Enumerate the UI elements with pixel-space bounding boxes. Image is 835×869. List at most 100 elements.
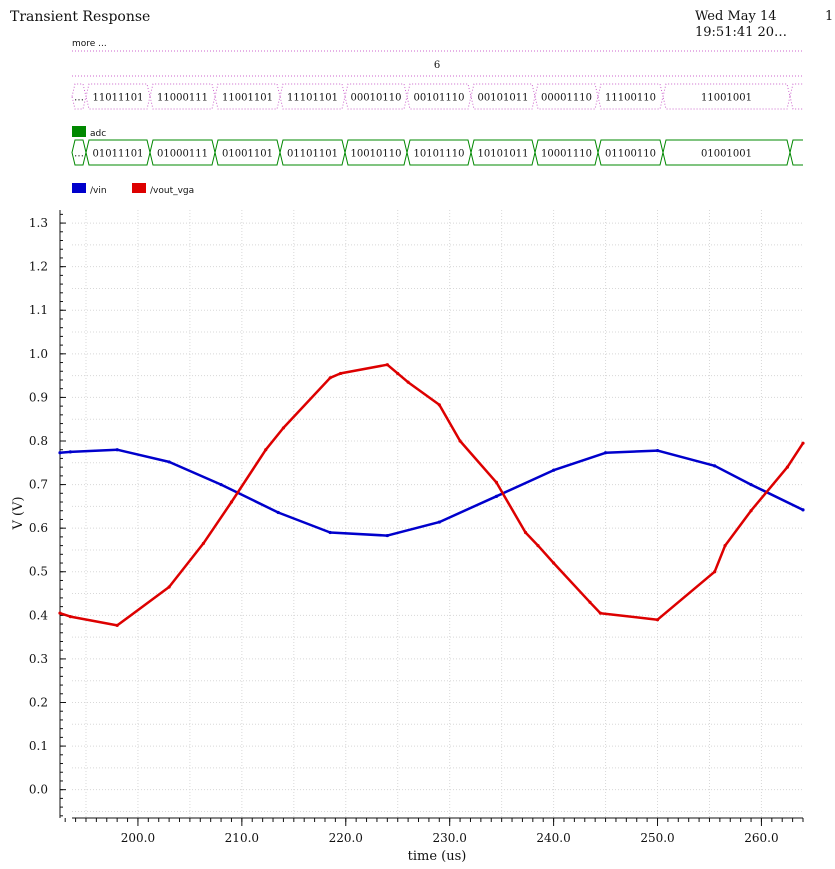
x-tick-label: 210.0 xyxy=(225,831,259,845)
data-point xyxy=(655,448,660,453)
data-point xyxy=(655,618,660,622)
data-point xyxy=(385,533,389,538)
y-tick-label: 0.8 xyxy=(29,434,48,448)
window-title: Transient Response xyxy=(10,9,151,25)
data-point xyxy=(328,530,332,535)
bus2-value: … xyxy=(74,93,84,104)
bus2-value: 00001110 xyxy=(541,93,592,104)
x-tick-label: 250.0 xyxy=(640,831,674,845)
series-layer xyxy=(58,363,805,627)
legend-label: /vout_vga xyxy=(150,186,194,196)
x-tick-label: 260.0 xyxy=(744,831,778,845)
legend: /vin/vout_vga xyxy=(72,183,194,196)
data-point xyxy=(229,500,234,504)
data-point xyxy=(115,448,119,452)
bus1-value: 6 xyxy=(434,60,440,71)
data-point xyxy=(552,468,556,472)
data-point xyxy=(68,450,72,454)
data-point xyxy=(437,520,441,524)
data-point xyxy=(494,494,499,498)
x-tick-label: 200.0 xyxy=(121,831,155,845)
adc-value: 01100110 xyxy=(605,149,656,160)
y-tick-label: 0.0 xyxy=(29,783,48,797)
y-axis-label: V (V) xyxy=(11,496,26,530)
data-point xyxy=(713,464,717,468)
data-point xyxy=(749,509,753,513)
y-tick-label: 0.5 xyxy=(29,565,48,579)
data-point xyxy=(536,543,540,548)
data-point xyxy=(115,623,119,627)
grid xyxy=(72,210,803,818)
adc-track: … 01011101 01000111 01001101 01101101 1001011… xyxy=(71,139,803,166)
data-point xyxy=(713,570,717,574)
x-tick-label: 240.0 xyxy=(536,831,570,845)
axes: 0.0 0.1 0.2 0.3 0.4 0.5 0.6 0.7 0.8 0.9 1.0 1.1 1.2 1… xyxy=(29,210,804,845)
adc-value: 01001001 xyxy=(701,149,752,160)
more-label[interactable]: more ... xyxy=(72,39,107,49)
y-tick-label: 0.6 xyxy=(29,521,48,535)
bus2-segment xyxy=(406,83,472,110)
y-tick-label: 0.3 xyxy=(29,652,48,666)
data-point xyxy=(785,465,790,469)
data-point xyxy=(167,460,171,464)
bus2-value: 11000111 xyxy=(157,93,208,104)
data-point xyxy=(264,448,268,452)
x-tick-label: 230.0 xyxy=(433,831,467,845)
series-line-vin xyxy=(59,448,804,537)
adc-legend-swatch xyxy=(72,126,86,137)
data-point xyxy=(723,543,727,548)
adc-value: … xyxy=(74,149,84,160)
data-point xyxy=(598,611,602,615)
bus2-segment xyxy=(85,83,151,110)
data-point xyxy=(276,510,280,515)
adc-value: 10001110 xyxy=(541,149,592,160)
adc-value: 01000111 xyxy=(157,149,208,160)
data-point xyxy=(552,561,556,565)
bus2-value: 11001101 xyxy=(222,93,273,104)
data-point xyxy=(201,541,206,546)
bus2-segment xyxy=(662,83,791,110)
data-point xyxy=(58,611,62,615)
bus2-value: 11101101 xyxy=(287,93,338,104)
y-tick-label: 0.1 xyxy=(29,739,48,753)
adc-value: 10010110 xyxy=(351,149,402,160)
data-point xyxy=(523,530,528,535)
timestamp-time: 19:51:41 20… xyxy=(695,25,788,40)
data-point xyxy=(437,403,441,407)
data-point xyxy=(68,615,72,619)
data-point xyxy=(603,451,608,455)
data-point xyxy=(801,441,805,445)
y-tick-label: 1.2 xyxy=(29,260,48,274)
data-point xyxy=(219,482,223,487)
data-point xyxy=(588,600,592,604)
digital-buses: more ... 6 … 11011101 11000111 11001101 1110… xyxy=(71,39,803,166)
x-tick-label: 220.0 xyxy=(329,831,363,845)
x-axis-label: time (us) xyxy=(408,849,467,864)
y-tick-label: 0.4 xyxy=(29,608,48,622)
data-point xyxy=(328,376,332,380)
adc-value: 10101110 xyxy=(414,149,465,160)
data-point xyxy=(338,371,343,376)
data-point xyxy=(749,482,753,487)
y-tick-label: 0.9 xyxy=(29,390,48,404)
bus2-value: 00101011 xyxy=(478,93,529,104)
y-tick-label: 1.3 xyxy=(29,216,48,230)
bus2-value: 11001001 xyxy=(701,93,752,104)
adc-tail xyxy=(789,139,803,166)
adc-value: 01011101 xyxy=(93,149,144,160)
corner-label: 1 xyxy=(825,9,834,24)
data-point xyxy=(406,380,410,384)
data-point xyxy=(458,439,462,443)
data-point xyxy=(167,585,171,589)
y-tick-label: 1.1 xyxy=(29,303,48,317)
y-tick-label: 0.7 xyxy=(29,478,48,492)
legend-swatch xyxy=(72,183,86,193)
adc-value: 01101101 xyxy=(287,149,338,160)
adc-value: 10101011 xyxy=(478,149,529,160)
adc-label: adc xyxy=(90,129,106,139)
data-point xyxy=(396,371,400,376)
bus2-value: 00101110 xyxy=(414,93,465,104)
data-point xyxy=(58,451,62,455)
data-point xyxy=(494,480,499,485)
